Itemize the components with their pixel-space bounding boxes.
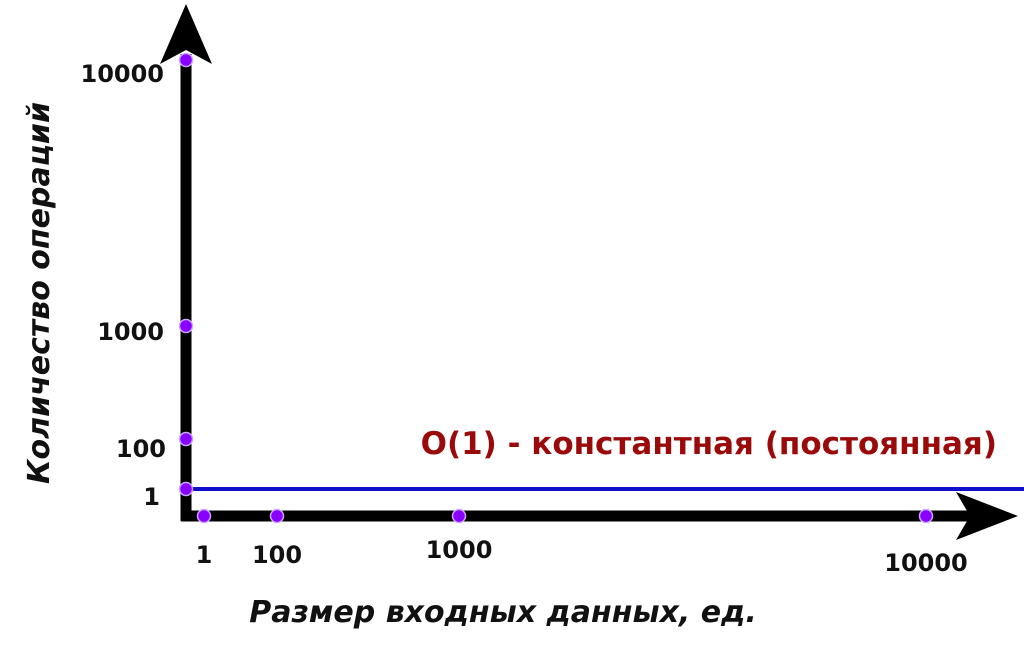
x-axis-arrowhead bbox=[956, 492, 1018, 540]
x-tick-label: 1 bbox=[196, 541, 213, 569]
y-tick-marker bbox=[178, 52, 194, 68]
y-tick-label: 10000 bbox=[81, 60, 165, 88]
y-tick-label: 100 bbox=[116, 435, 166, 463]
series-label: O(1) - константная (постоянная) bbox=[421, 426, 997, 462]
x-tick-marker bbox=[918, 508, 934, 524]
y-tick-marker bbox=[178, 431, 194, 447]
x-tick-label: 10000 bbox=[884, 549, 968, 577]
x-tick-marker bbox=[196, 508, 212, 524]
y-axis-arrowhead bbox=[160, 4, 212, 64]
tick-markers bbox=[178, 52, 934, 524]
x-tick-label: 100 bbox=[252, 541, 302, 569]
y-tick-label: 1 bbox=[143, 483, 160, 511]
x-tick-label: 1000 bbox=[426, 536, 493, 564]
x-tick-marker bbox=[269, 508, 285, 524]
y-tick-marker bbox=[178, 318, 194, 334]
y-axis-title: Количество операций bbox=[22, 102, 57, 484]
x-axis-title: Размер входных данных, ед. bbox=[249, 595, 757, 630]
y-tick-label: 1000 bbox=[97, 318, 164, 346]
tick-labels: 1 100 1000 10000 1 100 1000 10000 bbox=[81, 60, 968, 577]
y-tick-marker bbox=[178, 481, 194, 497]
x-tick-marker bbox=[451, 508, 467, 524]
